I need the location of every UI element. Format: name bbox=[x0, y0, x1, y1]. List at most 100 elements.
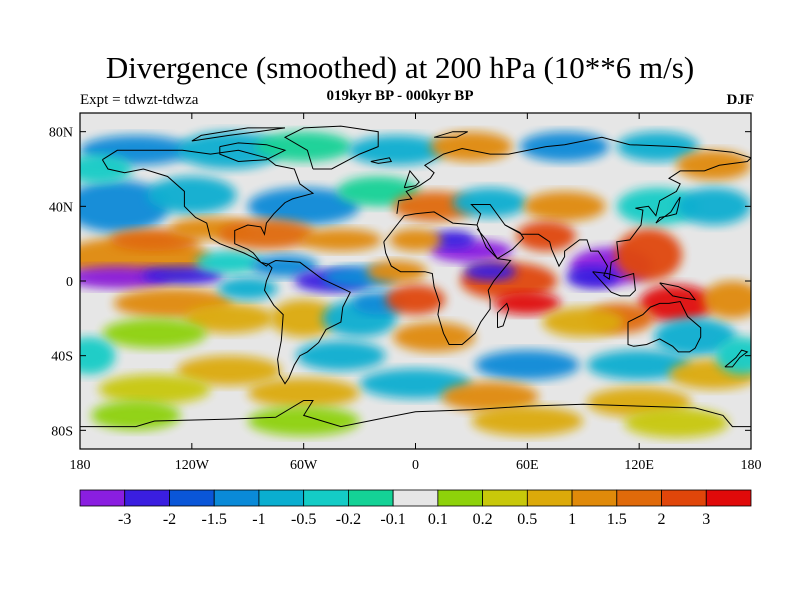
field-blob bbox=[519, 131, 610, 162]
field-blob bbox=[441, 381, 539, 412]
field-blob bbox=[523, 191, 606, 222]
coastline-segment bbox=[263, 259, 351, 385]
field-blob bbox=[184, 303, 274, 334]
field-blob bbox=[247, 187, 360, 225]
field-blob bbox=[430, 230, 476, 250]
colorbar-label: 1.5 bbox=[607, 511, 627, 528]
coastline-segment bbox=[191, 127, 286, 142]
field-blob bbox=[493, 292, 561, 315]
field-blob bbox=[296, 340, 386, 371]
coastlines bbox=[80, 125, 751, 428]
coastline-segment bbox=[403, 169, 420, 189]
lon-tick-label: 180 bbox=[70, 458, 91, 473]
lon-tick-label: 60E bbox=[516, 458, 539, 473]
field-blob bbox=[91, 400, 181, 431]
field-blob bbox=[80, 337, 116, 375]
colorbar-swatch bbox=[347, 489, 394, 507]
colorbar-swatch bbox=[705, 489, 752, 507]
divergence-field bbox=[80, 131, 751, 438]
field-blob bbox=[348, 135, 446, 166]
field-blob bbox=[475, 350, 580, 380]
colorbar-swatch bbox=[124, 489, 170, 507]
colorbar-swatch bbox=[526, 489, 573, 507]
colorbar-label: 0.2 bbox=[473, 511, 493, 528]
field-blob bbox=[639, 284, 714, 323]
field-blob bbox=[676, 150, 751, 181]
colorbar-label: -3 bbox=[118, 511, 131, 528]
field-blob bbox=[654, 318, 737, 356]
colorbar-swatch bbox=[437, 489, 483, 507]
period-label: 019kyr BP - 000kyr BP bbox=[326, 88, 474, 104]
colorbar-swatch bbox=[616, 489, 662, 507]
lat-tick-label: 40N bbox=[49, 200, 73, 215]
colorbar-label: 0.1 bbox=[428, 511, 448, 528]
coastline-segment bbox=[396, 136, 751, 214]
colorbar-swatch bbox=[571, 489, 618, 507]
coastline-segment bbox=[504, 157, 751, 280]
field-blob bbox=[195, 251, 263, 274]
season-label: DJF bbox=[726, 92, 755, 108]
colorbar-swatch bbox=[482, 489, 528, 507]
field-blob bbox=[80, 154, 133, 184]
field-blob bbox=[587, 350, 692, 380]
colorbar-label: 3 bbox=[702, 511, 710, 528]
colorbar-label: -2 bbox=[163, 511, 176, 528]
field-blob bbox=[452, 187, 528, 218]
field-blob bbox=[624, 408, 729, 438]
field-blob bbox=[464, 262, 517, 282]
field-blob bbox=[102, 318, 207, 349]
coastline-segment bbox=[80, 400, 751, 428]
field-blob bbox=[247, 378, 360, 408]
coastline-segment bbox=[724, 349, 749, 368]
field-blob bbox=[255, 131, 353, 162]
chart-title: Divergence (smoothed) at 200 hPa (10**6 … bbox=[105, 50, 695, 85]
lon-tick-label: 120E bbox=[624, 458, 654, 473]
lon-tick-label: 0 bbox=[412, 458, 419, 473]
field-blob bbox=[247, 406, 360, 436]
field-blob bbox=[98, 374, 211, 405]
field-blob bbox=[251, 254, 319, 278]
coastline-segment bbox=[433, 131, 468, 138]
colorbar-swatch bbox=[213, 489, 260, 507]
field-blob bbox=[542, 307, 625, 337]
colorbar: -3 -2 -1.5 -1 -0.5 -0.2 -0.1 0.1 0.2 0.5 1 1.5 2 3 bbox=[79, 489, 752, 528]
field-blob bbox=[176, 131, 282, 169]
field-blob bbox=[217, 219, 315, 250]
lat-tick-label: 80S bbox=[51, 424, 73, 439]
lat-tick-label: 40S bbox=[51, 350, 73, 365]
colorbar-label: 2 bbox=[658, 511, 666, 528]
coastline-segment bbox=[655, 196, 681, 224]
colorbar-swatch bbox=[392, 489, 439, 507]
field-blob bbox=[516, 221, 576, 252]
colorbar-label: 1 bbox=[568, 511, 576, 528]
coastline-segment bbox=[659, 282, 697, 301]
field-blob bbox=[389, 228, 442, 252]
field-blob bbox=[702, 281, 751, 319]
colorbar-swatch bbox=[169, 489, 215, 507]
lat-tick-label: 80N bbox=[49, 126, 73, 141]
coastline-segment bbox=[283, 125, 379, 170]
lat-tick-label: 0 bbox=[66, 275, 73, 290]
field-blob bbox=[385, 284, 446, 315]
field-blob bbox=[270, 299, 338, 337]
coastline-segment bbox=[370, 157, 393, 164]
colorbar-label: -0.2 bbox=[336, 511, 361, 528]
coastline-segment bbox=[497, 302, 510, 329]
field-blob bbox=[715, 337, 751, 375]
colorbar-swatch bbox=[661, 489, 707, 507]
coastline-segment bbox=[470, 204, 525, 260]
colorbar-label: 0.5 bbox=[517, 511, 537, 528]
field-blob bbox=[676, 187, 751, 225]
lon-tick-label: 180 bbox=[741, 458, 762, 473]
coastline-segment bbox=[592, 271, 636, 297]
lon-tick-label: 60W bbox=[290, 458, 318, 473]
lon-tick-label: 120W bbox=[175, 458, 210, 473]
field-blob bbox=[176, 355, 282, 386]
field-blob bbox=[367, 260, 427, 283]
experiment-label: Expt = tdwzt-tdwza bbox=[80, 92, 199, 108]
field-blob bbox=[393, 322, 476, 352]
colorbar-swatch bbox=[303, 489, 349, 507]
field-blob bbox=[471, 406, 584, 436]
coastline-segment bbox=[627, 300, 702, 353]
field-blob bbox=[218, 277, 278, 300]
